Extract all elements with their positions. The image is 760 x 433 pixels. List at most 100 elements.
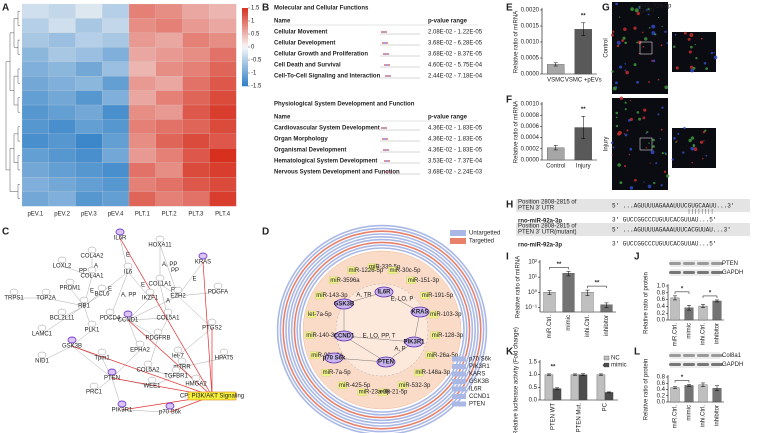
node-label: COL1A1 (148, 282, 172, 288)
stain (673, 45, 676, 49)
stain (633, 63, 637, 67)
mirna-label: miR-7a-5p (323, 370, 352, 376)
mini-plot-dot (386, 138, 388, 140)
pathway-node (187, 391, 237, 401)
node-label: KRAS (195, 260, 211, 266)
colorbar (242, 47, 248, 50)
node-label: BCL2L11 (50, 316, 75, 322)
gene-label: KRAS (411, 310, 428, 316)
heatmap-cell (48, 148, 76, 164)
stain (611, 154, 613, 156)
heatmap-cell (48, 3, 76, 19)
legend-swatch (452, 386, 466, 392)
colorbar-label: -1 (251, 71, 257, 77)
mirna-badge (414, 369, 424, 377)
colorbar (242, 80, 248, 84)
heatmap-cell (102, 162, 130, 178)
blot-band (683, 271, 695, 274)
colorbar-label: 0.5 (251, 32, 260, 38)
x-tick-label: inhibitor (715, 405, 721, 426)
heatmap-cell (102, 90, 130, 106)
stain (660, 128, 663, 131)
node-label: RB1 (78, 304, 90, 310)
edge (127, 317, 169, 321)
y-tick-label: 10⁻¹ (525, 305, 537, 311)
mirna-label: miR-339-5p (369, 265, 401, 271)
ring (296, 244, 468, 416)
y-tick-label: 0.0005 (521, 56, 540, 62)
stain (647, 13, 650, 16)
panel-label: J (634, 252, 640, 263)
node-label: LOXL2 (53, 264, 72, 270)
error-bar (673, 386, 677, 389)
mini-plot-dot (385, 127, 387, 129)
x-tick-label: miR.Ctrl. (547, 315, 553, 339)
zoom-box (639, 137, 653, 151)
colorbar (242, 15, 248, 19)
table-header: Name (274, 19, 291, 25)
node-shape (171, 366, 181, 374)
column-label: PLT.4 (215, 212, 231, 218)
column-label: pEV.1 (27, 212, 43, 218)
mini-plot-dot (385, 31, 387, 33)
stain (689, 45, 693, 49)
heatmap-cell (48, 162, 76, 178)
node-shape (97, 284, 107, 292)
ring (299, 247, 465, 413)
node-label: PDCD4 (100, 316, 121, 322)
significance: * (709, 291, 712, 297)
node-shape (191, 374, 201, 382)
mini-plot-dot (384, 42, 386, 44)
gene-label: PTEN (378, 360, 394, 366)
mirna-label: miR-128-3p (432, 333, 464, 339)
stain (636, 111, 640, 114)
colorbar (242, 49, 248, 53)
error-bar (715, 385, 719, 391)
node-shape (155, 274, 165, 282)
panel-label: K (506, 347, 514, 358)
stain (652, 59, 656, 63)
heatmap-cell (155, 133, 183, 149)
node-shape (173, 286, 183, 294)
blot-band (697, 271, 709, 274)
mini-plot-dot (383, 53, 385, 55)
stain-label: DAPI (640, 9, 654, 15)
blot-label: PTEN (722, 261, 738, 267)
mirna-label: miR-425-5p (339, 383, 371, 389)
error-bar (566, 271, 571, 277)
mini-plot-dot (383, 31, 385, 33)
stain-label: miR-92a-3p (640, 4, 672, 10)
stain (638, 117, 642, 121)
mirna-badge (347, 266, 357, 275)
heatmap-cell (209, 18, 237, 34)
error-bar (553, 145, 558, 151)
heatmap-cell (155, 104, 183, 120)
stain (682, 151, 685, 154)
stain (700, 37, 703, 40)
row-label: Control (604, 38, 610, 57)
heatmap-cell (21, 191, 50, 207)
blot-band (711, 354, 723, 357)
stain (638, 6, 641, 9)
mini-plot-dot (387, 75, 389, 77)
legend-swatch (603, 362, 610, 368)
mirna-label: miR-30c-5p (389, 268, 421, 274)
heatmap-cell (128, 148, 157, 164)
ring (287, 236, 476, 424)
blot-band (683, 262, 695, 265)
panel-label: H (506, 200, 513, 211)
heatmap-cell (21, 90, 50, 106)
panel-label: C (2, 227, 9, 238)
stain (675, 66, 679, 70)
legend-swatch (452, 401, 466, 407)
stain (646, 131, 649, 134)
mini-plot-dot (387, 149, 389, 151)
stain (615, 2, 618, 6)
table-header: p-value range (428, 115, 468, 121)
function-name: Cellular Development (274, 41, 335, 47)
mirna-badge (430, 331, 440, 339)
heatmap-cell (128, 18, 157, 34)
stain (614, 81, 618, 85)
heatmap-cell (48, 76, 76, 91)
